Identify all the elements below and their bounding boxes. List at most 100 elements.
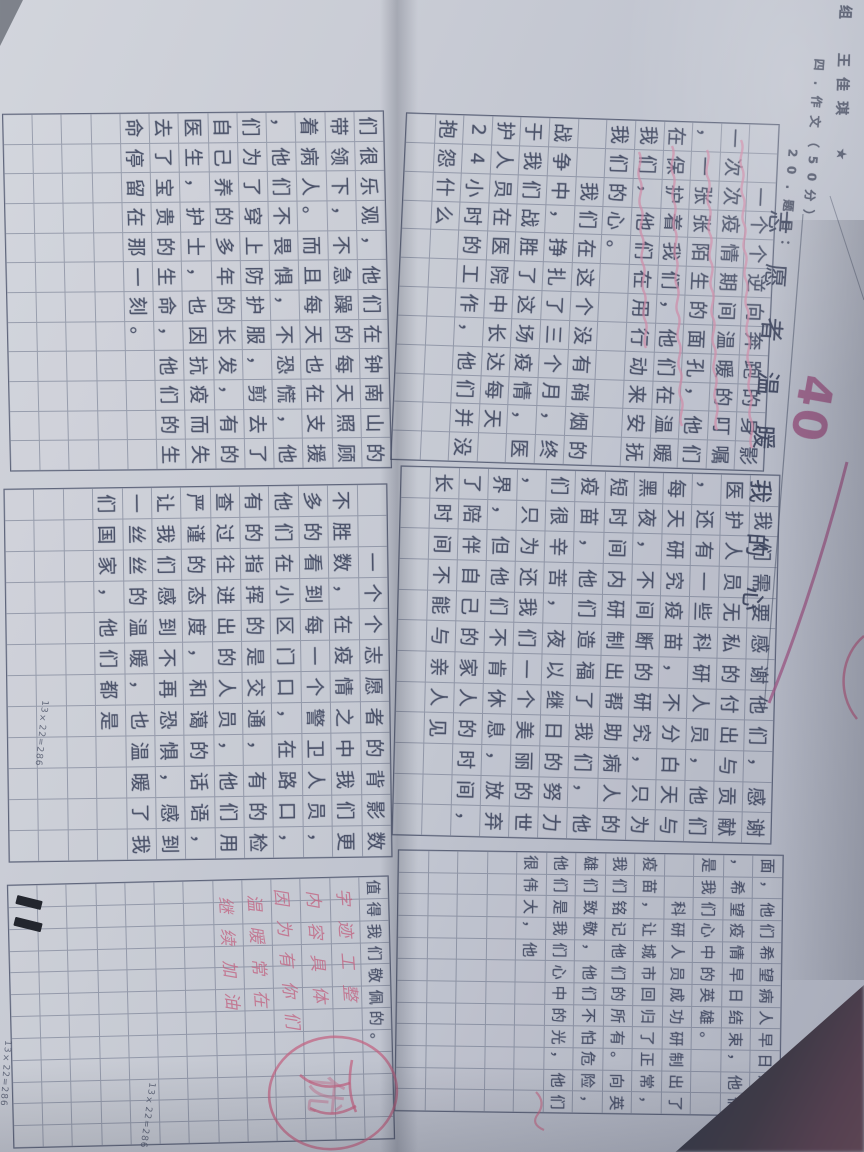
- grid-cell: 不: [268, 201, 298, 231]
- grid-cell: [189, 1099, 219, 1122]
- grid-cell: [8, 352, 38, 382]
- grid-cell: 伟: [516, 874, 546, 896]
- handwritten-character: 人: [756, 1010, 775, 1026]
- grid-cell: 助: [598, 717, 628, 748]
- grid-cell: [68, 798, 98, 829]
- grid-cell: 出: [212, 610, 242, 641]
- grid-cell: 个: [569, 292, 599, 322]
- handwritten-character: 与: [656, 815, 679, 836]
- grid-cell: 不: [327, 230, 357, 260]
- grid-cell: 在: [628, 265, 658, 295]
- handwritten-character: 恐: [156, 710, 179, 730]
- grid-cell: 们: [605, 148, 635, 178]
- grid-cell: [99, 1036, 129, 1059]
- grid-cell: 挥: [241, 579, 271, 610]
- handwritten-character: 去: [245, 414, 269, 434]
- grid-cell: [9, 950, 39, 973]
- grid-cell: 希: [752, 942, 782, 964]
- grid-cell: 不: [271, 320, 301, 350]
- grid-cell: [426, 981, 456, 1003]
- handwritten-character: 他: [575, 568, 598, 589]
- grid-cell: [38, 928, 68, 951]
- handwritten-character: 我: [550, 920, 569, 937]
- grid-cell: 出: [600, 655, 630, 686]
- handwritten-character: ，: [657, 299, 681, 319]
- grid-cell: 不: [484, 622, 514, 653]
- handwritten-character: 们: [580, 877, 599, 894]
- handwritten-character: 在: [303, 384, 327, 404]
- handwritten-character: 个: [361, 614, 384, 634]
- grid-cell: [62, 144, 92, 174]
- grid-cell: 雄: [576, 853, 606, 875]
- handwritten-character: 来: [624, 384, 648, 405]
- handwritten-character: 他: [746, 695, 770, 715]
- grid-cell: 嘱: [706, 440, 736, 470]
- handwritten-character: 战: [518, 208, 541, 228]
- handwritten-character: 天: [302, 324, 325, 345]
- grid-cell: [515, 1004, 545, 1026]
- grid-cell: 发: [213, 350, 243, 380]
- grid-cell: [455, 1046, 485, 1068]
- grid-cell: 胜: [515, 232, 545, 262]
- grid-cell: 了: [570, 685, 600, 716]
- grid-cell: 夜: [633, 503, 663, 534]
- handwritten-character: 护: [662, 183, 686, 204]
- handwritten-character: 见: [426, 718, 449, 738]
- handwritten-character: 夜: [634, 508, 658, 529]
- grid-cell: [595, 350, 625, 380]
- rotated-character: 字: [331, 887, 353, 906]
- handwritten-character: 烟: [566, 411, 590, 432]
- grid-cell: [397, 937, 427, 959]
- grid-cell: [458, 851, 488, 873]
- handwritten-character: 在: [574, 238, 597, 259]
- grid-cell: 暖: [649, 438, 679, 468]
- grid-cell: [364, 1095, 394, 1118]
- handwritten-character: 我: [698, 879, 718, 895]
- handwritten-character: 情: [510, 381, 534, 401]
- grid-cell: 2: [463, 115, 493, 145]
- handwritten-character: 护: [182, 207, 206, 227]
- grid-cell: [7, 706, 37, 737]
- grid-cell: 争: [547, 147, 577, 177]
- handwritten-character: 贵: [153, 207, 176, 227]
- handwritten-character: 在: [360, 324, 384, 344]
- grid-cell: 的: [156, 410, 186, 440]
- handwritten-character: 感: [744, 787, 767, 807]
- handwritten-character: 时: [460, 206, 484, 227]
- handwritten-character: 们: [658, 270, 682, 291]
- rotated-character: 的: [741, 532, 771, 558]
- grid-cell: 而: [298, 231, 328, 261]
- handwritten-character: 抱: [436, 119, 460, 139]
- handwritten-character: 们: [579, 986, 598, 1002]
- grid-cell: 什: [432, 172, 462, 202]
- grid-cell: 钟: [359, 349, 389, 379]
- handwritten-character: 。: [126, 326, 150, 346]
- handwritten-character: 胜: [330, 521, 353, 542]
- handwritten-character: 顾: [334, 443, 357, 463]
- grid-cell: 的: [241, 610, 271, 641]
- handwritten-character: 谢: [747, 664, 770, 685]
- handwritten-character: 们: [685, 816, 708, 837]
- grid-cell: 人: [297, 171, 327, 201]
- handwritten-character: 不: [329, 235, 352, 255]
- handwritten-character: 们: [745, 726, 769, 746]
- grid-cell: [396, 315, 426, 345]
- handwritten-character: ，: [358, 235, 382, 255]
- grid-cell: 的: [716, 658, 746, 689]
- grid-cell: 制: [601, 625, 631, 656]
- handwritten-character: 苗: [576, 507, 600, 527]
- handwritten-character: 们: [609, 964, 628, 981]
- grid-cell: ，: [517, 469, 547, 500]
- grid-cell: [65, 643, 95, 674]
- handwritten-character: 很: [547, 506, 571, 527]
- handwritten-character: 一: [360, 552, 383, 572]
- handwritten-character: 们: [570, 752, 594, 773]
- grid-cell: 在: [329, 609, 359, 640]
- handwritten-character: 他: [156, 355, 180, 376]
- handwritten-character: 的: [362, 738, 386, 758]
- grid-cell: 们: [513, 623, 543, 654]
- rotated-character: （: [805, 134, 821, 148]
- handwritten-character: 抚: [622, 442, 645, 463]
- grid-cell: 科: [688, 627, 718, 658]
- handwritten-character: 留: [123, 178, 146, 198]
